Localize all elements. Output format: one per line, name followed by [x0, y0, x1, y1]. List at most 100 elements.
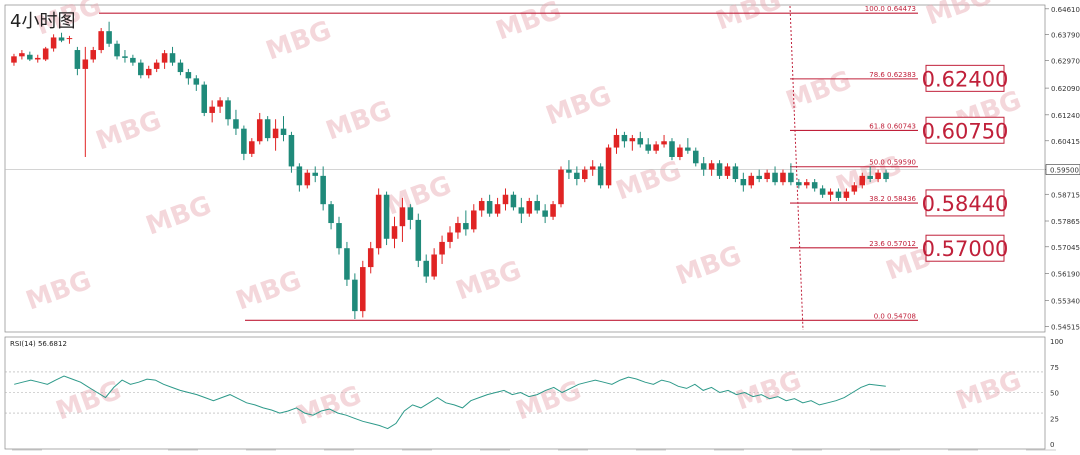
price-tick-label: 0.60415 — [1051, 138, 1080, 146]
rsi-label: RSI(14) 56.6812 — [10, 340, 67, 348]
candle-body — [669, 141, 675, 157]
price-tick-label: 0.56190 — [1051, 271, 1080, 279]
candle-body — [296, 166, 303, 186]
candle-up — [851, 182, 858, 195]
candle-body — [98, 31, 104, 51]
candle-down — [566, 160, 572, 180]
candle-up — [161, 50, 168, 69]
candle-body — [249, 141, 255, 154]
watermark-logo: MBG — [492, 0, 565, 47]
candle-down — [114, 40, 120, 60]
candle-up — [724, 163, 731, 180]
candle-body — [217, 100, 223, 107]
candle-up — [42, 46, 49, 62]
candle-body — [312, 172, 318, 176]
candle-up — [613, 128, 620, 154]
candle-down — [336, 216, 342, 255]
candle-down — [138, 59, 144, 79]
candle-body — [439, 241, 445, 255]
price-axis: 0.64610 0.63790 0.62970 0.62090 0.61240 0.604… — [1045, 6, 1080, 331]
candle-body — [407, 207, 414, 220]
candle-body — [566, 169, 572, 173]
watermark-logo: MBG — [922, 0, 995, 32]
candle-down — [534, 194, 540, 214]
candle-body — [391, 226, 398, 239]
candle-body — [558, 169, 564, 205]
candle-body — [677, 147, 683, 157]
candle-body — [50, 37, 57, 49]
candle-body — [288, 134, 295, 167]
candle-body — [550, 204, 556, 217]
candle-body — [827, 191, 834, 195]
level-annotation-text: 0.60750 — [922, 119, 1009, 143]
price-tick-label: 0.64610 — [1051, 6, 1080, 14]
watermark-logo: MBG — [292, 380, 365, 431]
watermark-logo: MBG — [22, 265, 95, 316]
candle-body — [510, 194, 517, 208]
candle-up — [708, 160, 715, 176]
candle-up — [399, 197, 406, 242]
rsi-tick-label: 50 — [1050, 390, 1059, 398]
candle-body — [605, 147, 612, 186]
candle-up — [677, 144, 683, 161]
candle-down — [732, 163, 739, 183]
candle-up — [153, 59, 160, 73]
candle-body — [169, 53, 176, 63]
candle-body — [264, 119, 271, 139]
rsi-line — [14, 375, 886, 430]
level-annotation-text: 0.58440 — [922, 192, 1009, 216]
candle-down — [58, 32, 65, 43]
candle-body — [27, 54, 33, 60]
candle-up — [478, 197, 485, 217]
candle-body — [811, 182, 818, 189]
watermark-logo: MBG — [452, 255, 525, 306]
candle-body — [494, 204, 501, 214]
candle-down — [27, 51, 33, 62]
candle-body — [415, 219, 422, 261]
candle-down — [106, 21, 112, 47]
candle-up — [98, 28, 104, 54]
candle-body — [58, 37, 65, 41]
candle-body — [526, 201, 533, 214]
candle-up — [526, 197, 533, 217]
candle-body — [82, 59, 89, 69]
price-tick-label: 0.63790 — [1051, 32, 1080, 40]
candle-down — [320, 166, 326, 211]
candle-down — [233, 109, 239, 135]
candle-body — [574, 172, 580, 180]
candle-up — [582, 166, 588, 183]
candle-down — [811, 179, 818, 192]
candle-body — [375, 194, 382, 249]
candle-up — [803, 179, 810, 189]
candle-body — [637, 138, 644, 145]
candle-down — [685, 138, 691, 154]
candle-body — [788, 172, 794, 183]
candle-body — [74, 50, 81, 69]
candle-body — [692, 150, 699, 164]
candle-body — [114, 43, 120, 57]
candle-down — [756, 169, 762, 183]
candle-up — [827, 188, 834, 202]
candle-body — [716, 163, 723, 176]
candle-body — [613, 134, 620, 148]
candle-body — [502, 194, 509, 205]
candle-body — [34, 57, 41, 60]
candle-body — [256, 119, 263, 142]
candle-body — [478, 201, 485, 211]
candle-body — [463, 223, 469, 230]
candle-down — [637, 131, 644, 148]
candle-body — [138, 62, 144, 76]
rsi-tick-label: 25 — [1050, 415, 1059, 423]
candle-body — [177, 62, 184, 73]
candle-up — [11, 53, 17, 66]
candle-up — [249, 138, 255, 157]
candle-body — [225, 100, 231, 120]
candle-up — [19, 50, 25, 60]
candle-down — [169, 46, 176, 66]
watermark-logo: MBG — [52, 375, 125, 426]
candle-body — [471, 210, 477, 230]
rsi-tick-label: 75 — [1050, 364, 1059, 372]
candle-body — [399, 207, 406, 227]
candle-up — [272, 119, 279, 151]
